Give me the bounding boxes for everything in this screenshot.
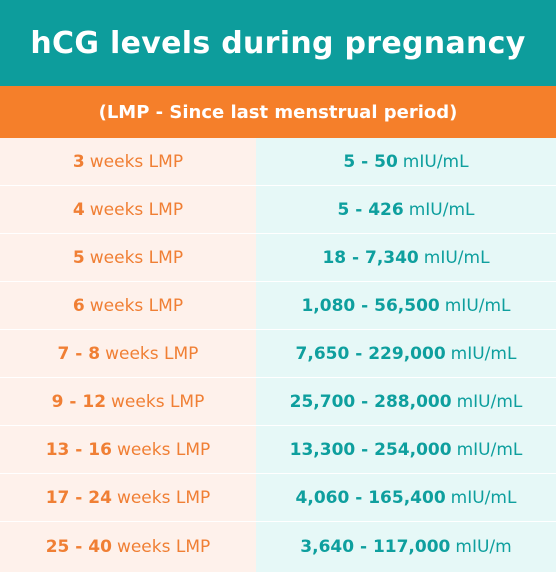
table-row: 17 - 24 weeks LMP 4,060 - 165,400 mIU/mL	[0, 474, 556, 522]
weeks-unit: weeks LMP	[89, 199, 184, 220]
table-row: 5 weeks LMP 18 - 7,340 mIU/mL	[0, 234, 556, 282]
hcg-range-cell: 25,700 - 288,000 mIU/mL	[256, 378, 556, 425]
hcg-range: 1,080 - 56,500	[301, 295, 440, 316]
weeks-unit: weeks LMP	[89, 247, 184, 268]
weeks-number: 25 - 40	[45, 537, 112, 557]
weeks-number: 7 - 8	[57, 343, 101, 364]
hcg-range: 5 - 426	[337, 199, 404, 220]
weeks-number: 17 - 24	[45, 487, 112, 508]
weeks-cell: 13 - 16 weeks LMP	[0, 426, 256, 473]
weeks-cell: 9 - 12 weeks LMP	[0, 378, 256, 425]
weeks-number: 13 - 16	[45, 439, 112, 460]
weeks-cell: 3 weeks LMP	[0, 138, 256, 185]
hcg-range-cell: 1,080 - 56,500 mIU/mL	[256, 282, 556, 329]
weeks-cell: 7 - 8 weeks LMP	[0, 330, 256, 377]
weeks-cell: 4 weeks LMP	[0, 186, 256, 233]
hcg-unit: mIU/mL	[408, 199, 475, 220]
hcg-range: 18 - 7,340	[322, 247, 419, 268]
hcg-range-cell: 3,640 - 117,000 mIU/m	[256, 522, 556, 572]
weeks-cell: 5 weeks LMP	[0, 234, 256, 281]
table-row: 25 - 40 weeks LMP 3,640 - 117,000 mIU/m	[0, 522, 556, 572]
subtitle-bar: (LMP - Since last menstrual period)	[0, 86, 556, 138]
table-row: 7 - 8 weeks LMP 7,650 - 229,000 mIU/mL	[0, 330, 556, 378]
page-title: hCG levels during pregnancy	[30, 25, 526, 61]
table-row: 9 - 12 weeks LMP 25,700 - 288,000 mIU/mL	[0, 378, 556, 426]
hcg-range: 13,300 - 254,000	[289, 439, 452, 460]
hcg-range-cell: 4,060 - 165,400 mIU/mL	[256, 474, 556, 521]
hcg-unit: mIU/mL	[444, 295, 511, 316]
hcg-range: 4,060 - 165,400	[295, 487, 446, 508]
hcg-range: 7,650 - 229,000	[295, 343, 446, 364]
weeks-unit: weeks LMP	[116, 439, 211, 460]
weeks-unit: weeks LMP	[116, 537, 211, 557]
hcg-range-cell: 5 - 50 mIU/mL	[256, 138, 556, 185]
hcg-range-cell: 5 - 426 mIU/mL	[256, 186, 556, 233]
title-bar: hCG levels during pregnancy	[0, 0, 556, 86]
hcg-unit: mIU/mL	[423, 247, 490, 268]
table-row: 4 weeks LMP 5 - 426 mIU/mL	[0, 186, 556, 234]
hcg-range-cell: 13,300 - 254,000 mIU/mL	[256, 426, 556, 473]
weeks-number: 6	[72, 295, 85, 316]
table-row: 6 weeks LMP 1,080 - 56,500 mIU/mL	[0, 282, 556, 330]
hcg-unit: mIU/mL	[450, 343, 517, 364]
weeks-unit: weeks LMP	[89, 295, 184, 316]
hcg-unit: mIU/m	[455, 537, 512, 557]
weeks-unit: weeks LMP	[105, 343, 199, 364]
weeks-cell: 17 - 24 weeks LMP	[0, 474, 256, 521]
table-row: 13 - 16 weeks LMP 13,300 - 254,000 mIU/mL	[0, 426, 556, 474]
weeks-cell: 6 weeks LMP	[0, 282, 256, 329]
hcg-unit: mIU/mL	[456, 391, 523, 412]
weeks-number: 9 - 12	[51, 391, 107, 412]
hcg-unit: mIU/mL	[456, 439, 523, 460]
page-subtitle: (LMP - Since last menstrual period)	[98, 101, 458, 123]
hcg-range: 5 - 50	[343, 151, 398, 172]
table-row: 3 weeks LMP 5 - 50 mIU/mL	[0, 138, 556, 186]
weeks-number: 5	[72, 247, 85, 268]
weeks-number: 3	[72, 151, 85, 172]
weeks-cell: 25 - 40 weeks LMP	[0, 522, 256, 572]
weeks-unit: weeks LMP	[89, 151, 184, 172]
hcg-unit: mIU/mL	[402, 151, 469, 172]
weeks-number: 4	[72, 199, 85, 220]
weeks-unit: weeks LMP	[111, 391, 205, 412]
hcg-range-cell: 18 - 7,340 mIU/mL	[256, 234, 556, 281]
hcg-range: 25,700 - 288,000	[289, 391, 452, 412]
hcg-range: 3,640 - 117,000	[300, 537, 451, 557]
hcg-unit: mIU/mL	[450, 487, 517, 508]
hcg-table: 3 weeks LMP 5 - 50 mIU/mL 4 weeks LMP 5 - 4…	[0, 138, 556, 572]
hcg-range-cell: 7,650 - 229,000 mIU/mL	[256, 330, 556, 377]
weeks-unit: weeks LMP	[116, 487, 211, 508]
